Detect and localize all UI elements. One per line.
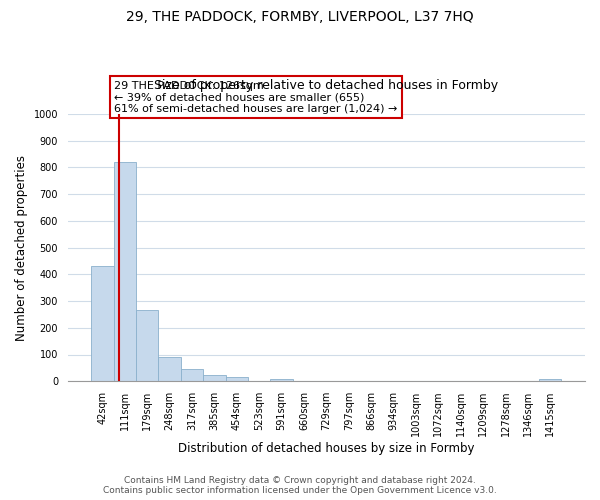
X-axis label: Distribution of detached houses by size in Formby: Distribution of detached houses by size …	[178, 442, 475, 455]
Bar	[113, 162, 136, 381]
Bar	[158, 357, 181, 381]
Bar	[203, 376, 226, 381]
Bar	[136, 310, 158, 381]
Title: Size of property relative to detached houses in Formby: Size of property relative to detached ho…	[154, 79, 499, 92]
Bar	[271, 379, 293, 381]
Bar	[539, 380, 562, 381]
Text: Contains HM Land Registry data © Crown copyright and database right 2024.
Contai: Contains HM Land Registry data © Crown c…	[103, 476, 497, 495]
Text: 29 THE PADDOCK: 126sqm
← 39% of detached houses are smaller (655)
61% of semi-de: 29 THE PADDOCK: 126sqm ← 39% of detached…	[114, 81, 398, 114]
Y-axis label: Number of detached properties: Number of detached properties	[15, 154, 28, 340]
Text: 29, THE PADDOCK, FORMBY, LIVERPOOL, L37 7HQ: 29, THE PADDOCK, FORMBY, LIVERPOOL, L37 …	[126, 10, 474, 24]
Bar	[91, 266, 113, 381]
Bar	[181, 368, 203, 381]
Bar	[226, 378, 248, 381]
